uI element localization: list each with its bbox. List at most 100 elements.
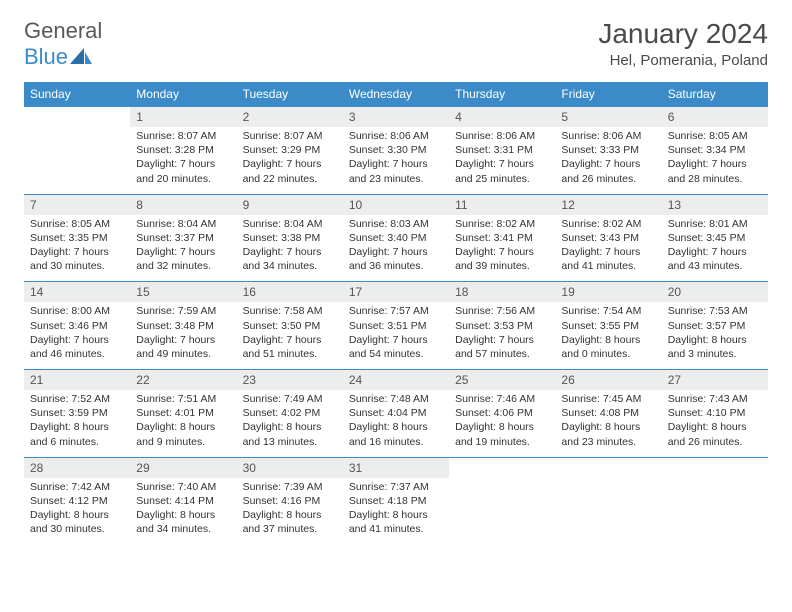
- daylight-text: Daylight: 8 hours and 30 minutes.: [30, 508, 124, 536]
- day-number: 10: [343, 195, 449, 215]
- day-details: Sunrise: 8:03 AMSunset: 3:40 PMDaylight:…: [343, 215, 449, 282]
- sunrise-text: Sunrise: 7:45 AM: [561, 392, 655, 406]
- calendar-day-cell: 2Sunrise: 8:07 AMSunset: 3:29 PMDaylight…: [237, 107, 343, 195]
- calendar-week-row: 28Sunrise: 7:42 AMSunset: 4:12 PMDayligh…: [24, 457, 768, 544]
- day-details: Sunrise: 7:52 AMSunset: 3:59 PMDaylight:…: [24, 390, 130, 457]
- day-number: [555, 458, 661, 478]
- sunrise-text: Sunrise: 8:05 AM: [30, 217, 124, 231]
- daylight-text: Daylight: 8 hours and 26 minutes.: [668, 420, 762, 448]
- calendar-day-cell: 1Sunrise: 8:07 AMSunset: 3:28 PMDaylight…: [130, 107, 236, 195]
- sunset-text: Sunset: 3:34 PM: [668, 143, 762, 157]
- day-number: 29: [130, 458, 236, 478]
- calendar-day-cell: 22Sunrise: 7:51 AMSunset: 4:01 PMDayligh…: [130, 370, 236, 458]
- day-number: 26: [555, 370, 661, 390]
- sunrise-text: Sunrise: 8:06 AM: [349, 129, 443, 143]
- day-details: Sunrise: 7:49 AMSunset: 4:02 PMDaylight:…: [237, 390, 343, 457]
- sunrise-text: Sunrise: 7:49 AM: [243, 392, 337, 406]
- daylight-text: Daylight: 8 hours and 41 minutes.: [349, 508, 443, 536]
- sunrise-text: Sunrise: 8:06 AM: [561, 129, 655, 143]
- day-of-week-header: Wednesday: [343, 82, 449, 107]
- sunset-text: Sunset: 3:46 PM: [30, 319, 124, 333]
- calendar-day-cell: 18Sunrise: 7:56 AMSunset: 3:53 PMDayligh…: [449, 282, 555, 370]
- day-details: Sunrise: 7:42 AMSunset: 4:12 PMDaylight:…: [24, 478, 130, 545]
- calendar-day-cell: 27Sunrise: 7:43 AMSunset: 4:10 PMDayligh…: [662, 370, 768, 458]
- day-number: 28: [24, 458, 130, 478]
- day-details: Sunrise: 8:07 AMSunset: 3:28 PMDaylight:…: [130, 127, 236, 194]
- day-of-week-header: Monday: [130, 82, 236, 107]
- sunset-text: Sunset: 3:30 PM: [349, 143, 443, 157]
- day-details: Sunrise: 7:51 AMSunset: 4:01 PMDaylight:…: [130, 390, 236, 457]
- sunset-text: Sunset: 3:29 PM: [243, 143, 337, 157]
- day-number: 31: [343, 458, 449, 478]
- day-details: Sunrise: 8:06 AMSunset: 3:30 PMDaylight:…: [343, 127, 449, 194]
- day-details: Sunrise: 7:53 AMSunset: 3:57 PMDaylight:…: [662, 302, 768, 369]
- daylight-text: Daylight: 8 hours and 19 minutes.: [455, 420, 549, 448]
- sunrise-text: Sunrise: 8:03 AM: [349, 217, 443, 231]
- logo-word-2: Blue: [24, 44, 68, 70]
- day-details: Sunrise: 7:57 AMSunset: 3:51 PMDaylight:…: [343, 302, 449, 369]
- calendar-day-cell: 12Sunrise: 8:02 AMSunset: 3:43 PMDayligh…: [555, 194, 661, 282]
- sunset-text: Sunset: 3:33 PM: [561, 143, 655, 157]
- location-subtitle: Hel, Pomerania, Poland: [598, 52, 768, 69]
- calendar-day-cell: 4Sunrise: 8:06 AMSunset: 3:31 PMDaylight…: [449, 107, 555, 195]
- calendar-day-cell: [449, 457, 555, 544]
- day-details: Sunrise: 7:54 AMSunset: 3:55 PMDaylight:…: [555, 302, 661, 369]
- day-number: 24: [343, 370, 449, 390]
- calendar-day-cell: 20Sunrise: 7:53 AMSunset: 3:57 PMDayligh…: [662, 282, 768, 370]
- day-number: 7: [24, 195, 130, 215]
- daylight-text: Daylight: 7 hours and 26 minutes.: [561, 157, 655, 185]
- daylight-text: Daylight: 7 hours and 46 minutes.: [30, 333, 124, 361]
- calendar-week-row: 1Sunrise: 8:07 AMSunset: 3:28 PMDaylight…: [24, 107, 768, 195]
- day-number: 12: [555, 195, 661, 215]
- daylight-text: Daylight: 8 hours and 23 minutes.: [561, 420, 655, 448]
- day-number: 15: [130, 282, 236, 302]
- daylight-text: Daylight: 7 hours and 36 minutes.: [349, 245, 443, 273]
- daylight-text: Daylight: 7 hours and 25 minutes.: [455, 157, 549, 185]
- logo-sail-icon: [70, 48, 92, 66]
- daylight-text: Daylight: 7 hours and 30 minutes.: [30, 245, 124, 273]
- day-details: Sunrise: 8:04 AMSunset: 3:37 PMDaylight:…: [130, 215, 236, 282]
- daylight-text: Daylight: 8 hours and 37 minutes.: [243, 508, 337, 536]
- day-number: 3: [343, 107, 449, 127]
- sunset-text: Sunset: 3:41 PM: [455, 231, 549, 245]
- calendar-day-cell: 17Sunrise: 7:57 AMSunset: 3:51 PMDayligh…: [343, 282, 449, 370]
- daylight-text: Daylight: 8 hours and 16 minutes.: [349, 420, 443, 448]
- daylight-text: Daylight: 8 hours and 13 minutes.: [243, 420, 337, 448]
- sunrise-text: Sunrise: 8:04 AM: [243, 217, 337, 231]
- daylight-text: Daylight: 8 hours and 9 minutes.: [136, 420, 230, 448]
- daylight-text: Daylight: 8 hours and 34 minutes.: [136, 508, 230, 536]
- day-number: 13: [662, 195, 768, 215]
- daylight-text: Daylight: 7 hours and 51 minutes.: [243, 333, 337, 361]
- sunrise-text: Sunrise: 7:58 AM: [243, 304, 337, 318]
- day-details: Sunrise: 8:01 AMSunset: 3:45 PMDaylight:…: [662, 215, 768, 282]
- day-details: Sunrise: 8:05 AMSunset: 3:34 PMDaylight:…: [662, 127, 768, 194]
- day-number: 22: [130, 370, 236, 390]
- calendar-day-cell: 21Sunrise: 7:52 AMSunset: 3:59 PMDayligh…: [24, 370, 130, 458]
- calendar-day-cell: 24Sunrise: 7:48 AMSunset: 4:04 PMDayligh…: [343, 370, 449, 458]
- sunset-text: Sunset: 3:43 PM: [561, 231, 655, 245]
- sunset-text: Sunset: 4:02 PM: [243, 406, 337, 420]
- sunrise-text: Sunrise: 8:01 AM: [668, 217, 762, 231]
- day-details: Sunrise: 8:06 AMSunset: 3:33 PMDaylight:…: [555, 127, 661, 194]
- day-details: Sunrise: 7:48 AMSunset: 4:04 PMDaylight:…: [343, 390, 449, 457]
- sunrise-text: Sunrise: 7:52 AM: [30, 392, 124, 406]
- sunset-text: Sunset: 3:50 PM: [243, 319, 337, 333]
- sunset-text: Sunset: 3:51 PM: [349, 319, 443, 333]
- sunset-text: Sunset: 3:57 PM: [668, 319, 762, 333]
- day-number: 23: [237, 370, 343, 390]
- sunset-text: Sunset: 3:38 PM: [243, 231, 337, 245]
- sunset-text: Sunset: 4:18 PM: [349, 494, 443, 508]
- calendar-day-cell: 28Sunrise: 7:42 AMSunset: 4:12 PMDayligh…: [24, 457, 130, 544]
- daylight-text: Daylight: 7 hours and 22 minutes.: [243, 157, 337, 185]
- title-block: January 2024 Hel, Pomerania, Poland: [598, 18, 768, 69]
- sunset-text: Sunset: 3:53 PM: [455, 319, 549, 333]
- day-number: 16: [237, 282, 343, 302]
- day-details: Sunrise: 7:56 AMSunset: 3:53 PMDaylight:…: [449, 302, 555, 369]
- daylight-text: Daylight: 8 hours and 0 minutes.: [561, 333, 655, 361]
- day-number: 17: [343, 282, 449, 302]
- sunrise-text: Sunrise: 8:04 AM: [136, 217, 230, 231]
- day-number: 27: [662, 370, 768, 390]
- daylight-text: Daylight: 7 hours and 28 minutes.: [668, 157, 762, 185]
- sunrise-text: Sunrise: 8:07 AM: [243, 129, 337, 143]
- daylight-text: Daylight: 7 hours and 20 minutes.: [136, 157, 230, 185]
